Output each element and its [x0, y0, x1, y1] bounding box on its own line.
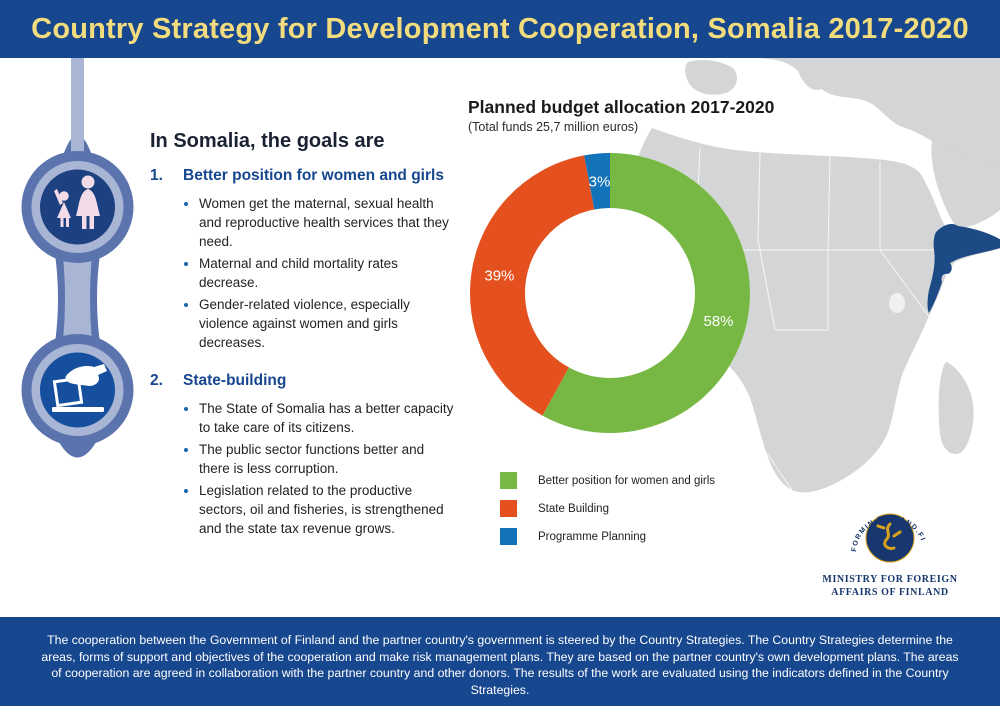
goal1-medallion — [21, 151, 134, 263]
legend-row: Better position for women and girls — [500, 472, 715, 489]
lion-emblem-icon — [876, 522, 902, 550]
map-lake-victoria — [889, 293, 905, 313]
legend-swatch-orange — [500, 500, 517, 517]
footer-text: The cooperation between the Government o… — [41, 633, 959, 697]
legend-label: State Building — [538, 502, 609, 515]
legend-label: Better position for women and girls — [538, 474, 716, 487]
legend-swatch-blue — [500, 528, 517, 545]
ministry-emblem: FORMIN.FINLAND.FI — [851, 513, 925, 563]
footer-bar: The cooperation between the Government o… — [0, 617, 1000, 706]
budget-donut-chart: 58% 39% 3% — [460, 143, 760, 443]
donut-slice-1 — [470, 153, 750, 433]
page-title: Country Strategy for Development Coopera… — [31, 12, 969, 45]
goal2-bullets: The State of Somalia has a better capaci… — [183, 399, 457, 538]
goal-chain-decoration — [21, 58, 134, 458]
ministry-name-line1: MINISTRY FOR FOREIGN — [822, 574, 958, 585]
map-eurasia — [742, 58, 1000, 172]
ballot-hand-icon — [52, 364, 107, 412]
chart-subtitle: (Total funds 25,7 million euros) — [468, 120, 639, 134]
legend-label: Programme Planning — [538, 530, 647, 543]
ministry-logo: FORMIN.FINLAND.FI MINISTRY FOR FOREIGN A… — [810, 492, 970, 599]
goal-section-2: 2. State-building The State of Somalia h… — [150, 372, 457, 552]
woman-and-girl-icon — [54, 175, 100, 229]
map-somalia-highlight — [927, 224, 1000, 313]
donut-data-label: 58% — [703, 313, 733, 330]
goal-section-1: 1. Better position for women and girls W… — [150, 167, 457, 366]
goal2-number: 2. — [150, 372, 163, 389]
donut-data-label: 3% — [589, 174, 611, 191]
donut-data-label: 39% — [484, 268, 514, 285]
chart-legend: Better position for women and girls Stat… — [500, 472, 715, 556]
goal2-title: State-building — [183, 372, 287, 389]
goal1-bullets: Women get the maternal, sexual health an… — [183, 194, 457, 352]
goal2-bullet: The public sector functions better and t… — [199, 440, 457, 478]
goal1-bullet: Women get the maternal, sexual health an… — [199, 194, 457, 251]
goal1-bullet: Gender-related violence, especially viol… — [199, 295, 457, 352]
map-iberia — [685, 60, 738, 95]
header-bar: Country Strategy for Development Coopera… — [0, 0, 1000, 58]
goal1-title: Better position for women and girls — [183, 167, 444, 184]
goal2-medallion — [21, 334, 134, 446]
chain-stem — [71, 58, 84, 178]
goal1-disc — [40, 169, 115, 245]
goal1-number: 1. — [150, 167, 163, 184]
goal2-disc — [40, 352, 115, 428]
donut-slice-2 — [470, 153, 750, 433]
map-arabia — [931, 140, 1000, 228]
map-madagascar — [938, 362, 974, 454]
chart-title: Planned budget allocation 2017-2020 — [468, 97, 775, 117]
legend-swatch-green — [500, 472, 517, 489]
ministry-name-line2: AFFAIRS OF FINLAND — [831, 587, 949, 598]
map-italy — [797, 62, 822, 90]
goals-section: In Somalia, the goals are 1. Better posi… — [150, 130, 457, 558]
goals-heading: In Somalia, the goals are — [150, 130, 385, 152]
goal1-bullet: Maternal and child mortality rates decre… — [199, 254, 457, 292]
donut-chart-svg: 58% 39% 3% — [470, 153, 750, 433]
goal2-bullet: The State of Somalia has a better capaci… — [199, 399, 457, 437]
goal2-bullet: Legislation related to the productive se… — [199, 481, 457, 538]
legend-row: State Building — [500, 500, 715, 517]
legend-row: Programme Planning — [500, 528, 715, 545]
